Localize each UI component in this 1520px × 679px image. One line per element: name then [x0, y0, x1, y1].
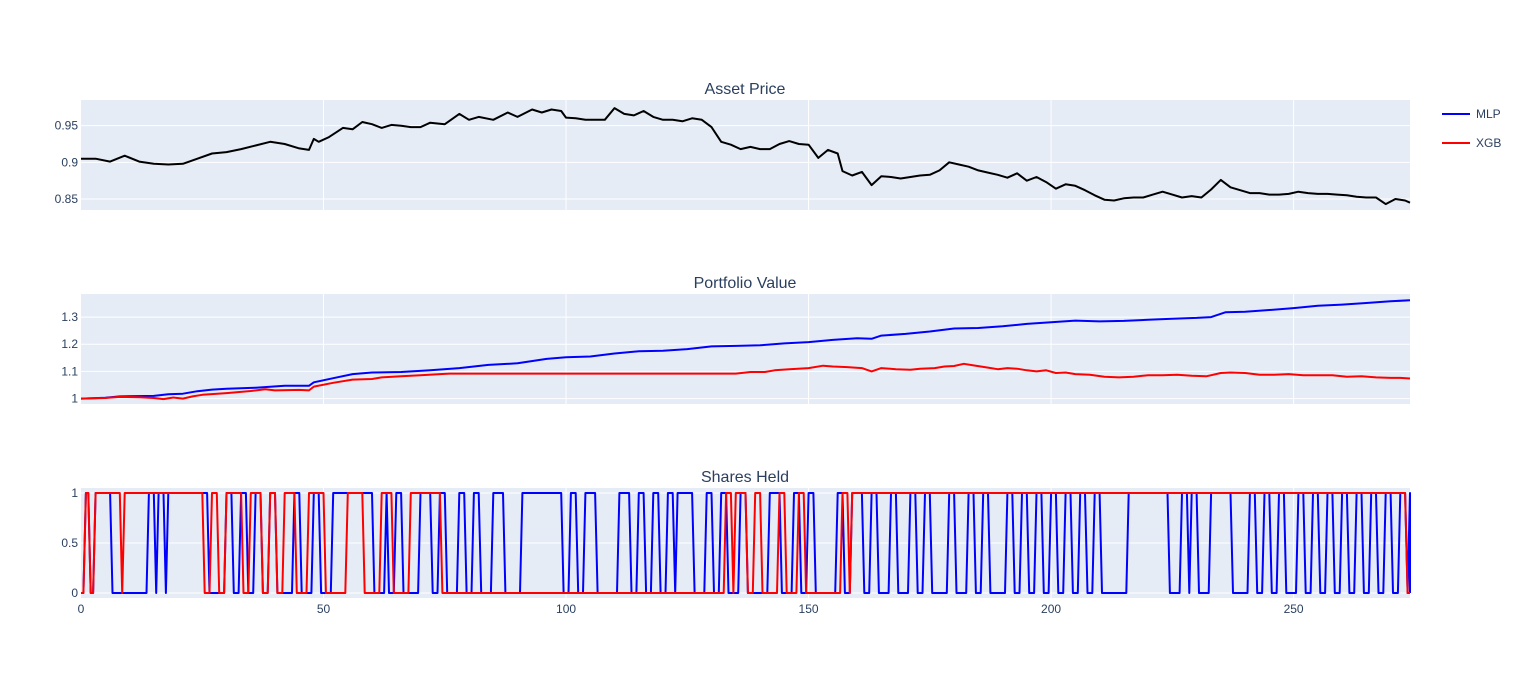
series-line-xgb	[80, 362, 1411, 401]
x-tick-label: 0	[78, 602, 85, 616]
grid-asset-price	[81, 100, 1410, 210]
x-tick-label: 200	[1041, 602, 1061, 616]
legend-label-xgb: XGB	[1476, 136, 1501, 150]
plot-area-asset-price	[81, 100, 1410, 210]
yticks-asset-price: 0.85 0.9 0.95	[55, 119, 79, 206]
y-tick-label: 1.2	[61, 337, 78, 351]
lines-shares-held	[81, 492, 1411, 594]
y-tick-label: 0.9	[61, 155, 78, 169]
subplot-title-asset-price: Asset Price	[705, 81, 786, 98]
y-tick-label: 0.85	[55, 192, 79, 206]
subplot-asset-price: 0.85 0.9 0.95 Asset Price	[55, 81, 1411, 210]
series-line-mlp	[81, 492, 1411, 594]
x-tick-label: 250	[1284, 602, 1304, 616]
legend-item-xgb[interactable]: XGB	[1442, 136, 1501, 150]
grid-portfolio-value	[81, 294, 1410, 404]
yticks-portfolio-value: 1 1.1 1.2 1.3	[61, 310, 78, 405]
y-tick-label: 1	[71, 392, 78, 406]
y-tick-label: 0	[71, 586, 78, 600]
subplot-title-portfolio-value: Portfolio Value	[694, 275, 797, 292]
legend-item-mlp[interactable]: MLP	[1442, 107, 1501, 121]
y-tick-label: 1.3	[61, 310, 78, 324]
series-line-asset-price	[81, 107, 1411, 206]
plot-area-portfolio-value	[81, 294, 1410, 404]
yticks-shares-held: 00.51	[61, 486, 78, 600]
lines-portfolio-value	[80, 299, 1411, 401]
y-tick-label: 1.1	[61, 364, 78, 378]
legend-label-mlp: MLP	[1476, 107, 1501, 121]
subplot-title-shares-held: Shares Held	[701, 469, 789, 486]
x-tick-label: 50	[317, 602, 331, 616]
x-tick-label: 150	[799, 602, 819, 616]
lines-asset-price	[81, 107, 1411, 206]
y-tick-label: 1	[71, 486, 78, 500]
subplot-portfolio-value: 1 1.1 1.2 1.3 Portfolio Value	[61, 275, 1411, 406]
xticks-shares-held: 0 50 100 150 200 250	[78, 602, 1304, 616]
series-line-xgb	[81, 492, 1410, 594]
series-line-mlp	[80, 299, 1411, 400]
legend[interactable]: MLP XGB	[1442, 107, 1501, 150]
y-tick-label: 0.5	[61, 536, 78, 550]
subplot-shares-held: 00.51 0 50 100 150 200 250 Shares Held	[61, 469, 1411, 616]
y-tick-label: 0.95	[55, 119, 79, 133]
x-tick-label: 100	[556, 602, 576, 616]
